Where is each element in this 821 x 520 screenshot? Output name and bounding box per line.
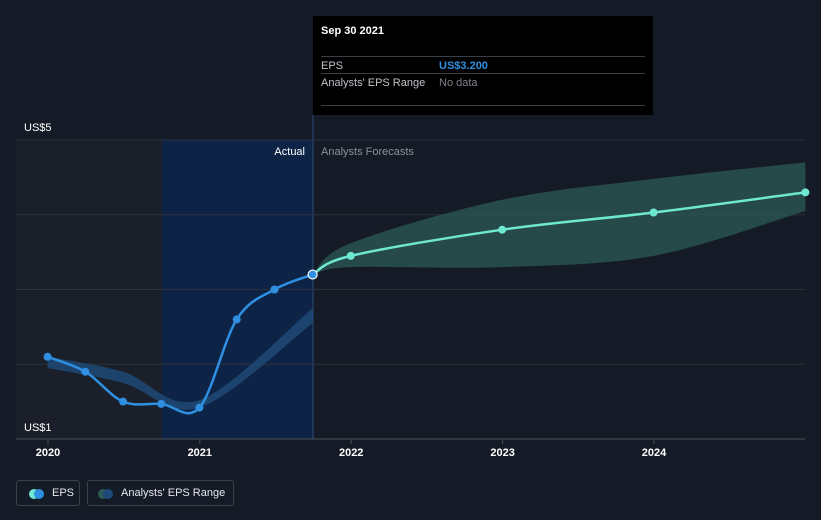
series-0-point-4 bbox=[195, 403, 204, 412]
x-tick-label-4: 2024 bbox=[642, 447, 667, 459]
x-tick-label-0: 2020 bbox=[36, 447, 60, 459]
x-axis-ticks: 2020 2021 2022 2023 2024 bbox=[36, 439, 667, 459]
series-0-point-6 bbox=[270, 285, 279, 294]
series-1-point-1 bbox=[346, 251, 355, 260]
series-0-point-5 bbox=[232, 315, 241, 324]
series-0-point-2 bbox=[119, 397, 128, 406]
tooltip-eps-label: EPS bbox=[321, 60, 344, 72]
legend-range-label: Analysts' EPS Range bbox=[121, 487, 226, 499]
range-past-dot-icon bbox=[103, 489, 113, 499]
series-1-point-4 bbox=[801, 188, 810, 197]
series-1-point-3 bbox=[649, 208, 658, 217]
series-0-point-0 bbox=[43, 352, 52, 361]
series-0-point-1 bbox=[81, 367, 90, 376]
tooltip-range-value: No data bbox=[439, 77, 478, 89]
eps-range-bands bbox=[47, 162, 806, 410]
tooltip-divider bbox=[321, 105, 645, 106]
forecast-label: Analysts Forecasts bbox=[321, 146, 414, 158]
tooltip: Sep 30 2021 EPS US$3.200 Analysts' EPS R… bbox=[313, 16, 653, 115]
eps-dot-icon bbox=[34, 489, 44, 499]
range-band-forecast bbox=[312, 162, 806, 275]
legend-range[interactable]: Analysts' EPS Range bbox=[87, 480, 234, 506]
x-tick-label-2: 2022 bbox=[339, 447, 363, 459]
highlight-point bbox=[307, 269, 318, 280]
range-band-past bbox=[47, 308, 313, 410]
legend-eps[interactable]: EPS bbox=[16, 480, 80, 506]
tooltip-range-label: Analysts' EPS Range bbox=[321, 77, 426, 89]
tooltip-eps-value: US$3.200 bbox=[439, 60, 488, 72]
tooltip-range-row: Analysts' EPS Range No data bbox=[321, 73, 645, 92]
series-line-0 bbox=[47, 273, 314, 415]
eps-points bbox=[43, 188, 810, 412]
actual-label: Actual bbox=[274, 146, 305, 158]
series-0-point-3 bbox=[157, 399, 166, 408]
x-tick-label-3: 2023 bbox=[490, 447, 514, 459]
y-label-bottom: US$1 bbox=[24, 422, 52, 434]
tooltip-eps-row: EPS US$3.200 bbox=[321, 56, 645, 75]
y-label-top: US$5 bbox=[24, 122, 52, 134]
x-tick-label-1: 2021 bbox=[188, 447, 212, 459]
tooltip-date: Sep 30 2021 bbox=[321, 25, 384, 37]
legend-eps-label: EPS bbox=[52, 487, 75, 499]
series-1-point-2 bbox=[498, 225, 507, 234]
